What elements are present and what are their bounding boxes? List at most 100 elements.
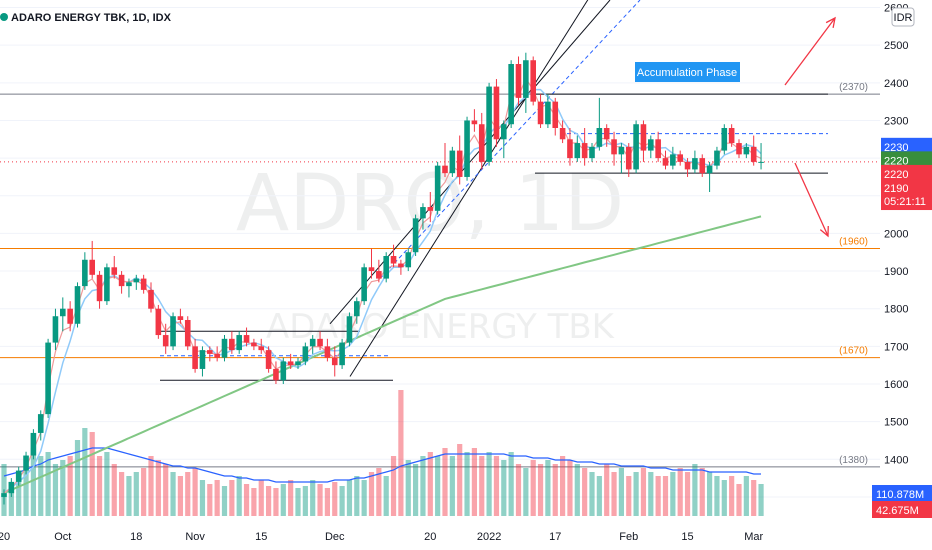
candle-body [82,259,88,287]
candle-body [677,154,683,162]
volume-bar [508,452,514,516]
volume-bar [376,468,382,516]
volume-bar [457,444,463,516]
time-tick-label: 17 [549,531,561,543]
candle-body [23,455,29,471]
candle-body [15,470,22,482]
candle-body [655,139,661,159]
volume-bar [442,448,448,516]
time-tick-label: Oct [54,531,71,543]
candle-body [199,350,206,369]
candle-body [692,158,698,170]
volume-bar [699,468,705,516]
channel-upper-line [329,0,611,325]
volume-bar [684,472,691,516]
candle-body [104,267,110,302]
volume-bar [60,460,66,516]
candle-body [603,128,610,140]
candle-body [552,101,559,128]
currency-label: IDR [894,12,913,24]
candle-body [750,146,757,162]
volume-bar [567,460,573,516]
candle-body [434,165,441,211]
volume-bar [751,480,757,516]
volume-bar [574,464,580,516]
volume-bar [30,448,36,516]
volume-bar [449,456,455,516]
candle-body [743,146,750,155]
volume-bar [23,468,29,516]
volume-bar [236,476,242,516]
candle-body [501,124,507,140]
candle-body [243,335,250,343]
volume-bar [405,460,411,516]
volume-bar [707,472,713,516]
volume-bar [435,456,441,516]
volume-bar [368,472,375,516]
time-axis-ticks: 20 Oct 18 Nov 15 Dec 20 2022 17 Feb 15 Mar [0,531,764,543]
volume-bar [626,476,632,516]
candle-body [30,432,37,456]
candle-body [8,481,15,494]
breakdown-arrow-head [819,225,829,238]
time-tick-label: Dec [325,531,345,543]
candle-body [486,86,492,162]
candle-body [662,158,669,166]
watermark-name: ADARO ENERGY TBK [266,307,616,347]
price-tick-label: 2300 [884,115,908,127]
candle-body [625,146,632,170]
volume-bar [420,456,426,516]
candle-body [221,338,228,358]
volume-bar [501,460,507,516]
volume-bar [523,468,529,516]
volume-bar [8,488,14,516]
volume-tag-label: 110.878M [876,489,924,501]
volume-ma-line [3,447,761,483]
volume-bar [324,488,330,516]
volume-bar [743,476,749,516]
candle-body [398,263,404,268]
candle-body [60,308,66,317]
candle-body [493,86,500,140]
candle-body [545,101,551,125]
candle-body [265,350,272,369]
price-tag [881,164,932,183]
price-tag [881,137,932,156]
ma-fast-blue-line [3,88,762,494]
volume-bar [229,480,235,516]
candle-body [45,342,51,415]
price-axis[interactable]: 1300140015001600170018001900200021002200… [880,0,932,522]
volume-bar [648,472,654,516]
level-label: (1380) [839,455,868,466]
level-label: (1670) [839,346,868,357]
candle-body [464,120,470,177]
volume-bar [67,456,73,516]
volume-bar [310,480,316,516]
currency-badge[interactable] [891,7,915,27]
volume-bar [530,460,536,516]
volume-bar [141,468,147,516]
candle-body [236,335,242,351]
candle-body [567,139,573,159]
volume-bar [243,484,250,516]
volume-bar [163,464,169,516]
breakdown-arrow [794,162,829,237]
volume-bar [729,476,735,516]
volume-bar [714,476,720,516]
candle-body [721,128,728,151]
candle-body [736,143,742,155]
volume-bar [317,484,323,516]
candle-body [287,361,294,366]
volume-bar [758,484,764,516]
candle-body [67,308,73,324]
volume-bar [332,482,338,516]
time-axis[interactable]: 20 Oct 18 Nov 15 Dec 20 2022 17 Feb 15 Mar [0,522,932,550]
candle-body [699,158,706,174]
candle-body [309,338,316,347]
volume-bar [74,440,81,516]
annotation-box[interactable] [635,62,740,82]
candle-body [324,346,331,358]
candle-body [361,267,367,302]
